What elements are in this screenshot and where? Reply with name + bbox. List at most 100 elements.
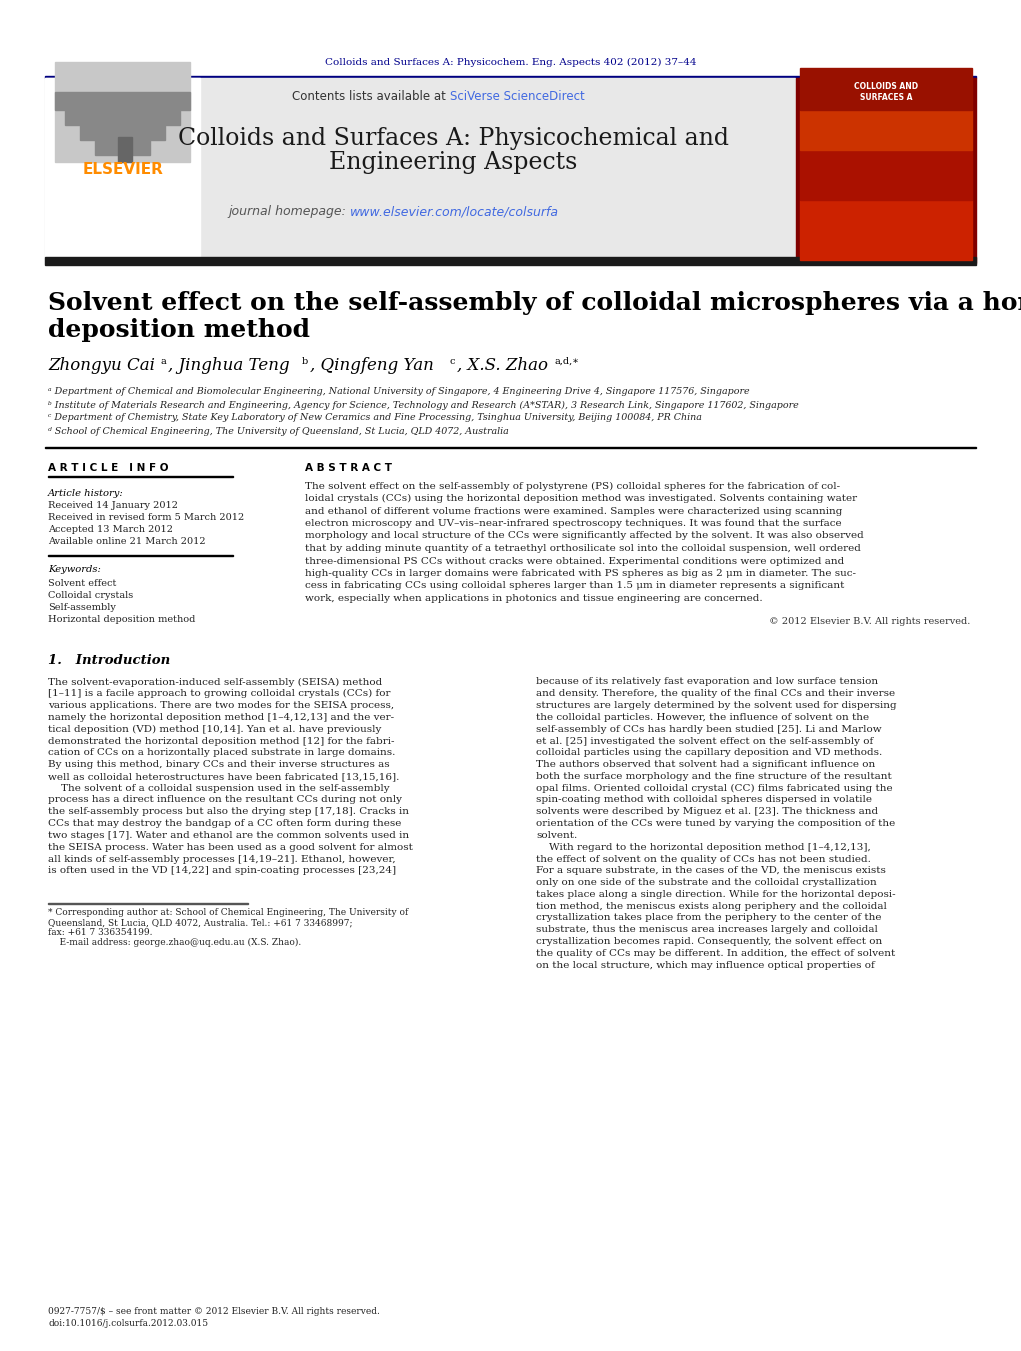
Text: For a square substrate, in the cases of the VD, the meniscus exists: For a square substrate, in the cases of … [536,866,886,875]
Text: ᵇ Institute of Materials Research and Engineering, Agency for Science, Technolog: ᵇ Institute of Materials Research and En… [48,400,798,409]
Bar [45,446,976,449]
Text: , X.S. Zhao: , X.S. Zhao [457,357,548,373]
Text: and density. Therefore, the quality of the final CCs and their inverse: and density. Therefore, the quality of t… [536,689,895,698]
Text: Colloidal crystals: Colloidal crystals [48,590,134,600]
Text: The solvent effect on the self-assembly of polystyrene (PS) colloidal spheres fo: The solvent effect on the self-assembly … [305,481,840,490]
Text: orientation of the CCs were tuned by varying the composition of the: orientation of the CCs were tuned by var… [536,819,895,828]
Text: Self-assembly: Self-assembly [48,603,115,612]
Text: spin-coating method with colloidal spheres dispersed in volatile: spin-coating method with colloidal spher… [536,796,872,804]
Text: electron microscopy and UV–vis–near-infrared spectroscopy techniques. It was fou: electron microscopy and UV–vis–near-infr… [305,519,841,528]
Text: The solvent-evaporation-induced self-assembly (SEISA) method: The solvent-evaporation-induced self-ass… [48,677,382,686]
Text: cess in fabricating CCs using colloidal spheres larger than 1.5 μm in diameter r: cess in fabricating CCs using colloidal … [305,581,844,590]
Text: 1.   Introduction: 1. Introduction [48,654,171,666]
Text: ᶜ Department of Chemistry, State Key Laboratory of New Ceramics and Fine Process: ᶜ Department of Chemistry, State Key Lab… [48,413,701,423]
Text: ELSEVIER: ELSEVIER [83,162,163,177]
Text: fax: +61 7 336354199.: fax: +61 7 336354199. [48,928,152,938]
Bar [796,78,976,263]
Bar [55,62,190,162]
Text: work, especially when applications in photonics and tissue engineering are conce: work, especially when applications in ph… [305,594,763,603]
Text: Contents lists available at: Contents lists available at [292,91,450,104]
Text: A R T I C L E   I N F O: A R T I C L E I N F O [48,463,168,473]
Text: loidal crystals (CCs) using the horizontal deposition method was investigated. S: loidal crystals (CCs) using the horizont… [305,494,857,503]
Text: By using this method, binary CCs and their inverse structures as: By using this method, binary CCs and the… [48,761,390,769]
Text: Keywords:: Keywords: [48,566,101,574]
Text: the colloidal particles. However, the influence of solvent on the: the colloidal particles. However, the in… [536,713,869,721]
Text: process has a direct influence on the resultant CCs during not only: process has a direct influence on the re… [48,796,402,804]
Text: the quality of CCs may be different. In addition, the effect of solvent: the quality of CCs may be different. In … [536,948,895,958]
Text: Engineering Aspects: Engineering Aspects [329,151,577,174]
Text: deposition method: deposition method [48,317,310,342]
Text: ᵃ Department of Chemical and Biomolecular Engineering, National University of Si: ᵃ Department of Chemical and Biomolecula… [48,388,749,396]
Text: demonstrated the horizontal deposition method [12] for the fabri-: demonstrated the horizontal deposition m… [48,736,394,746]
Bar [45,78,200,263]
Text: self-assembly of CCs has hardly been studied [25]. Li and Marlow: self-assembly of CCs has hardly been stu… [536,724,881,734]
Text: high-quality CCs in larger domains were fabricated with PS spheres as big as 2 μ: high-quality CCs in larger domains were … [305,569,856,578]
Text: * Corresponding author at: School of Chemical Engineering, The University of: * Corresponding author at: School of Che… [48,908,408,917]
Text: www.elsevier.com/locate/colsurfa: www.elsevier.com/locate/colsurfa [350,205,560,219]
Text: , Qingfeng Yan: , Qingfeng Yan [310,357,434,373]
Text: Zhongyu Cai: Zhongyu Cai [48,357,155,373]
Text: Article history:: Article history: [48,489,124,497]
Bar [80,122,165,141]
Bar [800,150,972,200]
Text: a,d,∗: a,d,∗ [554,357,579,366]
Text: The authors observed that solvent had a significant influence on: The authors observed that solvent had a … [536,761,875,769]
Text: [1–11] is a facile approach to growing colloidal crystals (CCs) for: [1–11] is a facile approach to growing c… [48,689,390,698]
Text: COLLOIDS AND
SURFACES A: COLLOIDS AND SURFACES A [854,82,918,101]
Bar [95,136,150,155]
Text: colloidal particles using the capillary deposition and VD methods.: colloidal particles using the capillary … [536,748,882,758]
Text: c: c [449,357,454,366]
Text: E-mail address: george.zhao@uq.edu.au (X.S. Zhao).: E-mail address: george.zhao@uq.edu.au (X… [48,938,301,947]
Text: three-dimensional PS CCs without cracks were obtained. Experimental conditions w: three-dimensional PS CCs without cracks … [305,557,844,566]
Text: that by adding minute quantity of a tetraethyl orthosilicate sol into the colloi: that by adding minute quantity of a tetr… [305,544,861,553]
Text: A B S T R A C T: A B S T R A C T [305,463,392,473]
Text: Available online 21 March 2012: Available online 21 March 2012 [48,538,205,547]
Text: structures are largely determined by the solvent used for dispersing: structures are largely determined by the… [536,701,896,711]
Text: a: a [160,357,165,366]
Bar [55,92,190,109]
Text: all kinds of self-assembly processes [14,19–21]. Ethanol, however,: all kinds of self-assembly processes [14… [48,854,395,863]
Bar [118,136,132,162]
Text: tical deposition (VD) method [10,14]. Yan et al. have previously: tical deposition (VD) method [10,14]. Ya… [48,724,382,734]
Text: © 2012 Elsevier B.V. All rights reserved.: © 2012 Elsevier B.V. All rights reserved… [769,617,970,627]
Text: is often used in the VD [14,22] and spin-coating processes [23,24]: is often used in the VD [14,22] and spin… [48,866,396,875]
Bar [45,257,976,265]
Text: various applications. There are two modes for the SEISA process,: various applications. There are two mode… [48,701,394,711]
Text: Solvent effect on the self-assembly of colloidal microspheres via a horizontal: Solvent effect on the self-assembly of c… [48,290,1021,315]
Text: the effect of solvent on the quality of CCs has not been studied.: the effect of solvent on the quality of … [536,854,871,863]
Text: solvents were described by Miguez et al. [23]. The thickness and: solvents were described by Miguez et al.… [536,808,878,816]
Text: both the surface morphology and the fine structure of the resultant: both the surface morphology and the fine… [536,771,891,781]
Text: doi:10.1016/j.colsurfa.2012.03.015: doi:10.1016/j.colsurfa.2012.03.015 [48,1320,208,1328]
Text: 0927-7757/$ – see front matter © 2012 Elsevier B.V. All rights reserved.: 0927-7757/$ – see front matter © 2012 El… [48,1308,380,1316]
Text: tion method, the meniscus exists along periphery and the colloidal: tion method, the meniscus exists along p… [536,901,887,911]
Text: ᵈ School of Chemical Engineering, The University of Queensland, St Lucia, QLD 40: ᵈ School of Chemical Engineering, The Un… [48,427,508,435]
Bar [65,107,180,126]
Text: takes place along a single direction. While for the horizontal deposi-: takes place along a single direction. Wh… [536,890,895,898]
Text: namely the horizontal deposition method [1–4,12,13] and the ver-: namely the horizontal deposition method … [48,713,394,721]
Bar [800,109,972,150]
Bar [800,68,972,109]
Text: crystallization becomes rapid. Consequently, the solvent effect on: crystallization becomes rapid. Consequen… [536,938,882,946]
Text: Accepted 13 March 2012: Accepted 13 March 2012 [48,526,173,535]
Text: Received in revised form 5 March 2012: Received in revised form 5 March 2012 [48,513,244,523]
Text: b: b [302,357,308,366]
Text: opal films. Oriented colloidal crystal (CC) films fabricated using the: opal films. Oriented colloidal crystal (… [536,784,892,793]
Text: and ethanol of different volume fractions were examined. Samples were characteri: and ethanol of different volume fraction… [305,507,842,516]
Text: SciVerse ScienceDirect: SciVerse ScienceDirect [450,91,585,104]
Text: cation of CCs on a horizontally placed substrate in large domains.: cation of CCs on a horizontally placed s… [48,748,395,758]
Bar [45,78,795,263]
Text: journal homepage:: journal homepage: [228,205,350,219]
Text: Solvent effect: Solvent effect [48,578,116,588]
Bar [45,76,976,78]
Text: et al. [25] investigated the solvent effect on the self-assembly of: et al. [25] investigated the solvent eff… [536,736,873,746]
Text: crystallization takes place from the periphery to the center of the: crystallization takes place from the per… [536,913,881,923]
Text: solvent.: solvent. [536,831,577,840]
Text: on the local structure, which may influence optical properties of: on the local structure, which may influe… [536,961,875,970]
Text: Queensland, St Lucia, QLD 4072, Australia. Tel.: +61 7 33468997;: Queensland, St Lucia, QLD 4072, Australi… [48,919,352,927]
Text: only on one side of the substrate and the colloidal crystallization: only on one side of the substrate and th… [536,878,877,888]
Text: the SEISA process. Water has been used as a good solvent for almost: the SEISA process. Water has been used a… [48,843,412,851]
Text: The solvent of a colloidal suspension used in the self-assembly: The solvent of a colloidal suspension us… [48,784,390,793]
Text: the self-assembly process but also the drying step [17,18]. Cracks in: the self-assembly process but also the d… [48,808,409,816]
Text: morphology and local structure of the CCs were significantly affected by the sol: morphology and local structure of the CC… [305,531,864,540]
Text: CCs that may destroy the bandgap of a CC often form during these: CCs that may destroy the bandgap of a CC… [48,819,401,828]
